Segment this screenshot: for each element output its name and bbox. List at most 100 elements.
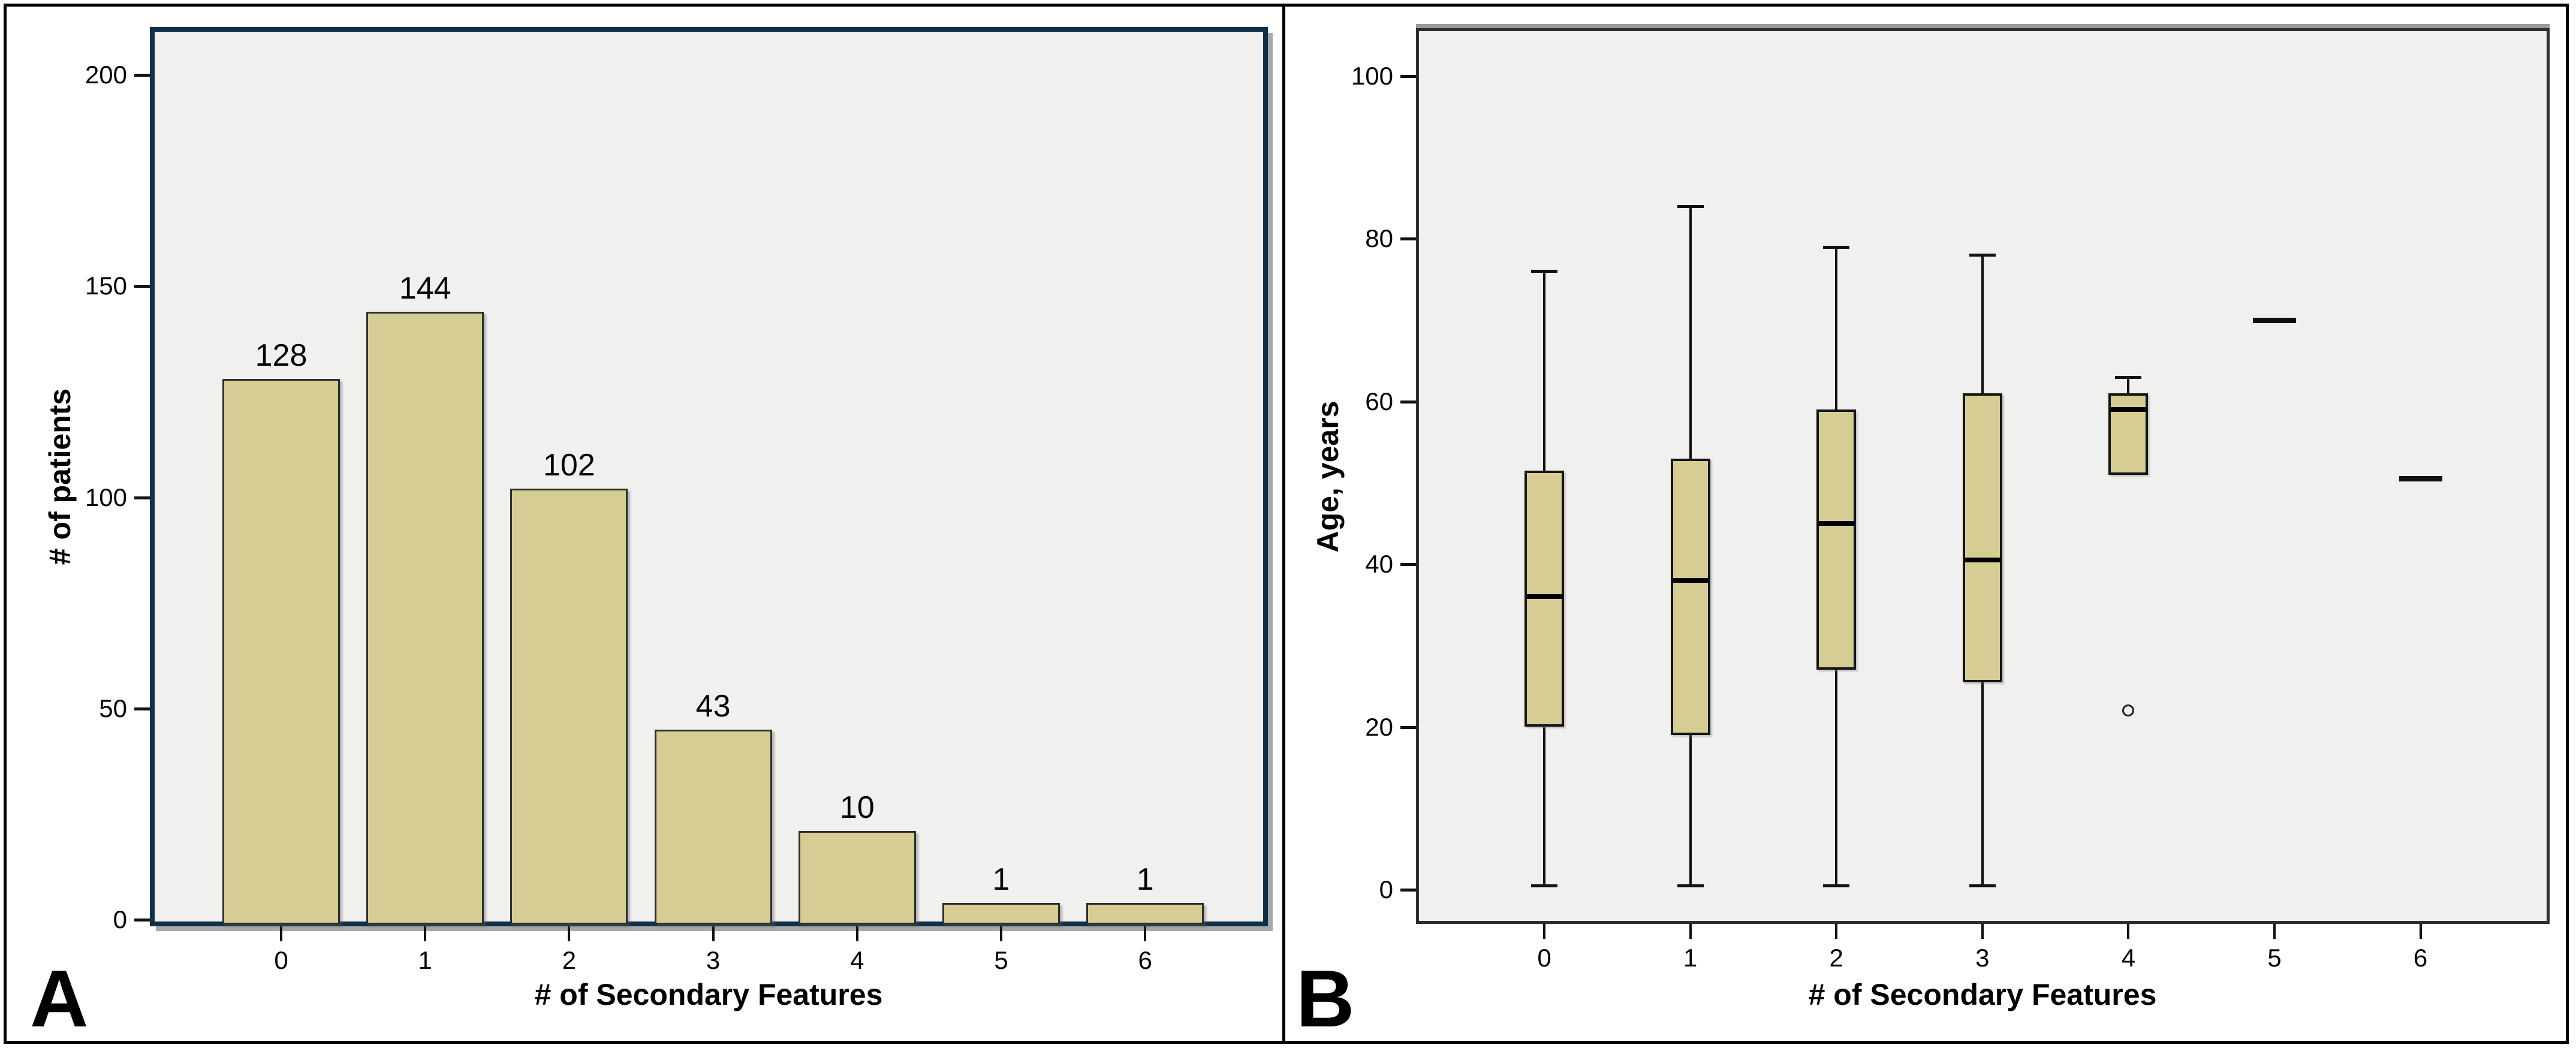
panel-a-y-tick (134, 919, 150, 922)
panel-b-y-tick-label: 100 (1351, 61, 1393, 90)
median-line-cat-3 (1963, 558, 2001, 563)
upper-whisker-cap-cat-2 (1823, 245, 1850, 249)
lower-whisker-cap-cat-0 (1531, 884, 1557, 888)
panel-a-y-axis-title: # of patients (43, 388, 77, 565)
panel-b-y-tick (1400, 563, 1416, 566)
panel-a-x-tick-label: 6 (1138, 946, 1152, 974)
panel-a-x-tick (280, 926, 282, 941)
panel-a-x-tick (855, 926, 858, 941)
upper-whisker-cap-cat-0 (1531, 270, 1557, 273)
panel-b-x-tick (2273, 924, 2276, 939)
box-cat-1 (1670, 458, 1710, 736)
panel-a-y-tick (134, 496, 150, 499)
bar-value-label: 128 (255, 338, 308, 374)
bar-cat-3 (654, 729, 772, 925)
median-line-cat-4 (2110, 407, 2147, 412)
panel-b-y-tick-label: 60 (1365, 387, 1393, 415)
box-cat-3 (1962, 393, 2002, 682)
bar-value-label: 43 (695, 688, 731, 724)
panel-b-y-tick (1400, 889, 1416, 892)
panel-a-label: A (30, 953, 89, 1044)
bar-cat-0 (222, 379, 340, 925)
panel-a-y-tick (134, 707, 150, 710)
panel-b-x-tick (1835, 924, 1838, 939)
panel-a-x-tick (712, 926, 715, 941)
lower-whisker-cat-1 (1689, 735, 1692, 886)
box-cat-4 (2108, 393, 2149, 475)
single-value-dash-cat-6 (2399, 476, 2442, 482)
bar-value-label: 102 (543, 448, 595, 483)
panel-b-y-tick-label: 80 (1365, 224, 1393, 252)
panel-b-x-tick-label: 4 (2121, 944, 2136, 972)
panel-a-y-tick (134, 74, 150, 77)
panel-b-y-tick (1400, 400, 1416, 403)
panel-b-x-tick (1981, 924, 1984, 939)
panel-b-x-tick (1543, 924, 1545, 939)
upper-whisker-cat-3 (1981, 255, 1984, 393)
panel-b-x-tick (2419, 924, 2422, 939)
panel-b-y-tick (1400, 237, 1416, 240)
panel-a-x-tick-label: 5 (994, 946, 1008, 974)
panel-a-x-tick-label: 4 (850, 946, 864, 974)
panel-a-x-tick-label: 1 (418, 946, 432, 974)
bar-value-label: 10 (839, 790, 875, 826)
upper-whisker-cat-2 (1835, 246, 1838, 410)
panel-a-x-tick (568, 926, 571, 941)
panel-b-y-tick-label: 40 (1365, 550, 1393, 578)
panel-a-y-tick-label: 150 (85, 272, 127, 300)
panel-a-x-axis-title: # of Secondary Features (534, 978, 883, 1011)
upper-whisker-cap-cat-3 (1969, 254, 1996, 257)
panel-b-x-tick-label: 6 (2413, 944, 2428, 972)
panel-b-x-tick-label: 2 (1829, 944, 1843, 972)
panel-a-y-tick-label: 50 (99, 694, 127, 722)
bar-cat-5 (942, 902, 1060, 925)
bar-cat-1 (366, 311, 484, 925)
panel-divider (1282, 4, 1285, 1044)
upper-whisker-cat-1 (1689, 206, 1692, 459)
panel-b-y-tick-label: 20 (1365, 712, 1393, 741)
lower-whisker-cap-cat-2 (1823, 884, 1850, 888)
panel-b-y-axis-title: Age, years (1311, 400, 1345, 553)
panel-a-y-tick-label: 200 (85, 61, 127, 89)
panel-a-x-tick (1000, 926, 1002, 941)
panel-a-x-tick-label: 2 (562, 946, 577, 974)
panel-b-x-tick-label: 0 (1537, 944, 1551, 972)
median-line-cat-1 (1671, 578, 1709, 583)
panel-b-x-tick (1689, 924, 1692, 939)
panel-b-x-axis-title: # of Secondary Features (1808, 978, 2157, 1011)
bar-value-label: 1 (1136, 862, 1154, 897)
bar-cat-2 (510, 489, 628, 925)
median-line-cat-0 (1526, 594, 1563, 600)
upper-whisker-cap-cat-1 (1677, 204, 1704, 208)
panel-a-y-tick-label: 0 (113, 905, 127, 933)
panel-a-x-tick-label: 3 (706, 946, 721, 974)
bar-value-label: 144 (399, 270, 451, 306)
box-cat-2 (1816, 409, 1857, 670)
panel-b-x-tick-label: 3 (1975, 944, 1990, 972)
panel-b-y-tick-label: 0 (1379, 875, 1393, 904)
single-value-dash-cat-5 (2253, 317, 2296, 323)
median-line-cat-2 (1818, 521, 1855, 526)
panel-b-y-tick (1400, 725, 1416, 729)
upper-whisker-cat-0 (1543, 271, 1545, 471)
upper-whisker-cap-cat-4 (2115, 375, 2142, 379)
panel-b-label: B (1296, 953, 1355, 1044)
panel-a-x-tick (1144, 926, 1147, 941)
panel-a-x-tick-label: 0 (274, 946, 288, 974)
lower-whisker-cat-2 (1835, 670, 1838, 886)
panel-b-x-tick (2127, 924, 2130, 939)
lower-whisker-cat-3 (1981, 682, 1984, 886)
upper-whisker-cat-4 (2127, 377, 2130, 393)
panel-a-y-tick-label: 100 (85, 483, 127, 511)
bar-value-label: 1 (992, 862, 1010, 897)
panel-a-y-tick (134, 285, 150, 288)
lower-whisker-cat-0 (1543, 727, 1545, 886)
lower-whisker-cap-cat-1 (1677, 884, 1704, 888)
panel-b-x-tick-label: 1 (1683, 944, 1698, 972)
panel-a-x-tick (424, 926, 427, 941)
bar-cat-4 (798, 831, 916, 925)
panel-b-y-tick (1400, 74, 1416, 78)
bar-cat-6 (1086, 902, 1204, 925)
lower-whisker-cap-cat-3 (1969, 884, 1996, 888)
